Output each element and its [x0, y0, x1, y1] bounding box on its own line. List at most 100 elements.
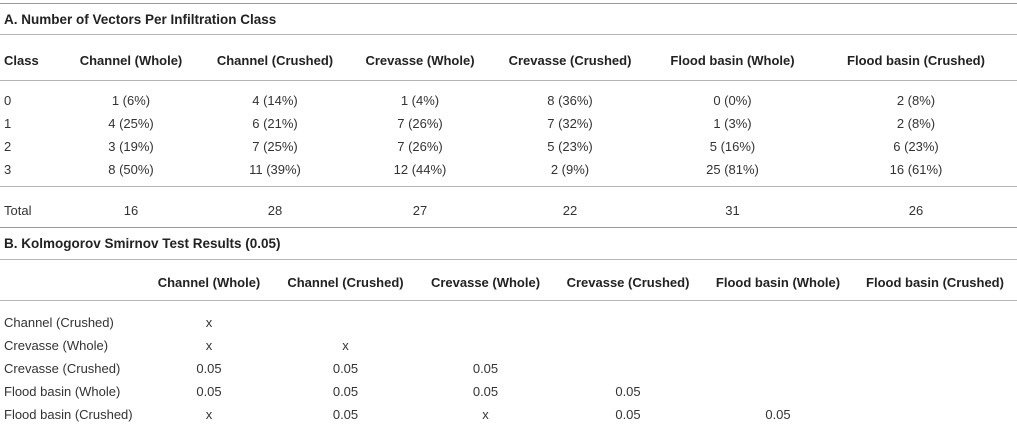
table-a-header-row: Class Channel (Whole) Channel (Crushed) … — [0, 46, 1017, 74]
table-cell — [853, 311, 1017, 334]
table-cell: 16 (61%) — [889, 162, 943, 177]
table-cell: 5 (23%) — [547, 139, 593, 154]
table-b-top-rule — [0, 227, 1017, 228]
table-cell: 0.05 — [196, 384, 222, 399]
total-cell: 28 — [267, 202, 283, 218]
table-b-title: B. Kolmogorov Smirnov Test Results (0.05… — [4, 236, 281, 251]
table-cell: x — [342, 338, 349, 353]
table-cell: 0.05 — [765, 407, 791, 422]
table-row: Flood basin (Whole) 0.05 0.05 0.05 0.05 — [0, 380, 1017, 403]
table-a-header-crevasse-whole: Crevasse (Whole) — [365, 52, 475, 68]
table-b-header-channel-crushed: Channel (Crushed) — [287, 274, 404, 290]
table-cell: 6 (21%) — [252, 116, 298, 131]
table-cell: 7 (26%) — [397, 139, 443, 154]
table-row: Crevasse (Whole) x x — [0, 334, 1017, 357]
table-b: Channel (Whole) Channel (Crushed) Crevas… — [0, 270, 1017, 294]
table-cell: 0.05 — [196, 361, 222, 376]
table-cell — [853, 380, 1017, 403]
table-cell: 3 — [4, 162, 12, 177]
table-a-title: A. Number of Vectors Per Infiltration Cl… — [4, 12, 277, 27]
table-cell: x — [205, 338, 213, 353]
table-a: Class Channel (Whole) Channel (Crushed) … — [0, 46, 1017, 74]
table-cell: x — [205, 315, 213, 330]
table-cell: 2 (8%) — [896, 116, 936, 131]
row-label: Crevasse (Crushed) — [4, 361, 121, 376]
table-b-header-flood-basin-whole: Flood basin (Whole) — [715, 274, 841, 290]
table-cell: 7 (32%) — [547, 116, 593, 131]
table-cell — [703, 380, 853, 403]
table-cell: 25 (81%) — [706, 162, 759, 177]
table-cell: 0.05 — [472, 384, 499, 399]
table-cell: 7 (26%) — [397, 116, 443, 131]
table-cell — [553, 311, 703, 334]
table-b-header-rule — [0, 300, 1017, 301]
total-cell: 27 — [412, 202, 428, 218]
table-a-header-crevasse-crushed: Crevasse (Crushed) — [508, 52, 632, 68]
table-cell: 8 (50%) — [108, 162, 154, 177]
table-cell — [553, 334, 703, 357]
table-cell: 0.05 — [615, 407, 641, 422]
total-cell: 16 — [123, 202, 139, 218]
table-row: Flood basin (Crushed) x 0.05 x 0.05 0.05 — [0, 403, 1017, 426]
row-label: Channel (Crushed) — [4, 315, 114, 330]
table-cell: 2 (9%) — [550, 162, 590, 177]
row-label: Crevasse (Whole) — [4, 338, 109, 353]
table-cell — [853, 334, 1017, 357]
table-row: 2 3 (19%) 7 (25%) 7 (26%) 5 (23%) 5 (16%… — [0, 135, 1017, 158]
table-row: 1 4 (25%) 6 (21%) 7 (26%) 7 (32%) 1 (3%)… — [0, 112, 1017, 135]
table-cell: 0.05 — [332, 361, 359, 376]
table-b-header-crevasse-crushed: Crevasse (Crushed) — [566, 274, 690, 290]
table-cell: 12 (44%) — [393, 162, 447, 177]
table-a-top-rule — [0, 3, 1017, 4]
table-a-title-rule — [0, 34, 1017, 35]
table-row: 3 8 (50%) 11 (39%) 12 (44%) 2 (9%) 25 (8… — [0, 158, 1017, 181]
table-row: Crevasse (Crushed) 0.05 0.05 0.05 — [0, 357, 1017, 380]
table-cell: 8 (36%) — [547, 93, 593, 108]
table-a-header-class: Class — [4, 52, 39, 68]
table-cell — [273, 311, 418, 334]
table-a-total: Total 16 28 27 22 31 26 — [0, 198, 1017, 222]
table-cell — [553, 357, 703, 380]
table-a-body: 0 1 (6%) 4 (14%) 1 (4%) 8 (36%) 0 (0%) 2… — [0, 89, 1017, 181]
table-cell: 11 (39%) — [249, 162, 301, 177]
table-a-header-channel-whole: Channel (Whole) — [79, 52, 183, 68]
table-a-header-rule — [0, 80, 1017, 81]
table-cell: 3 (19%) — [108, 139, 154, 154]
table-a-total-row: Total 16 28 27 22 31 26 — [0, 198, 1017, 222]
table-cell — [703, 334, 853, 357]
total-label: Total — [4, 202, 32, 218]
table-cell: 0 — [4, 93, 12, 108]
table-cell: 0 (0%) — [713, 93, 752, 108]
table-b-title-rule — [0, 259, 1017, 260]
table-cell: x — [482, 407, 489, 422]
table-a-total-rule — [0, 186, 1017, 187]
table-cell — [703, 357, 853, 380]
table-row: Channel (Crushed) x — [0, 311, 1017, 334]
table-b-header-channel-whole: Channel (Whole) — [157, 274, 261, 290]
total-cell: 31 — [725, 202, 740, 218]
table-cell — [703, 311, 853, 334]
table-cell: 0.05 — [472, 361, 499, 376]
table-cell — [853, 357, 1017, 380]
table-row: 0 1 (6%) 4 (14%) 1 (4%) 8 (36%) 0 (0%) 2… — [0, 89, 1017, 112]
table-cell: 1 (4%) — [400, 93, 440, 108]
table-cell: 1 — [4, 116, 12, 131]
table-cell: 6 (23%) — [893, 139, 939, 154]
table-cell: 4 (25%) — [108, 116, 154, 131]
table-a-header-flood-basin-whole: Flood basin (Whole) — [670, 52, 795, 68]
table-cell: 0.05 — [615, 384, 641, 399]
table-cell — [853, 403, 1017, 426]
table-cell — [418, 334, 553, 357]
table-cell — [418, 311, 553, 334]
table-cell: 7 (25%) — [252, 139, 298, 154]
table-cell: 1 (6%) — [111, 93, 151, 108]
table-cell: 0.05 — [332, 407, 359, 422]
table-a-header-channel-crushed: Channel (Crushed) — [216, 52, 334, 68]
row-label: Flood basin (Crushed) — [4, 407, 133, 422]
table-cell: 0.05 — [332, 384, 359, 399]
table-b-header-row: Channel (Whole) Channel (Crushed) Crevas… — [0, 270, 1017, 294]
row-label: Flood basin (Whole) — [4, 384, 121, 399]
total-cell: 26 — [908, 202, 924, 218]
table-b-body: Channel (Crushed) x Crevasse (Whole) x x… — [0, 311, 1017, 426]
table-b-header-flood-basin-crushed: Flood basin (Crushed) — [866, 274, 1004, 290]
